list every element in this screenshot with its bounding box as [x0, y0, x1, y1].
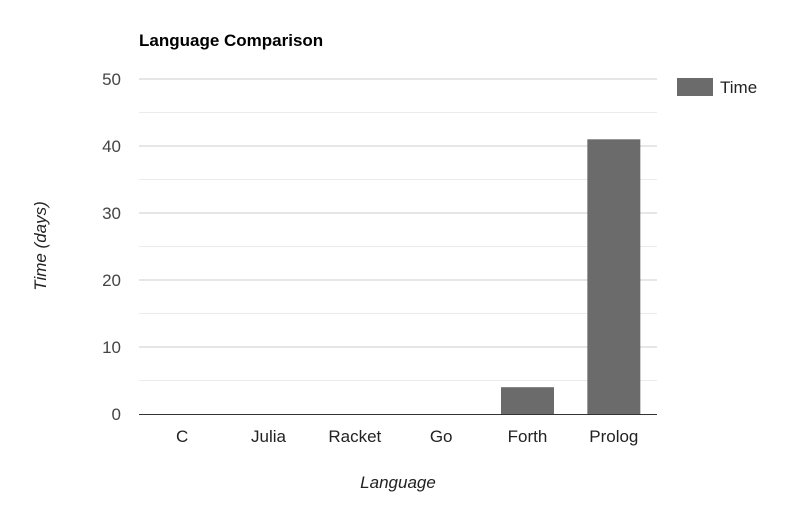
bar-forth[interactable]: [501, 387, 554, 414]
gridlines: [139, 78, 657, 381]
x-tick-label: Go: [430, 427, 453, 446]
x-tick-label: Racket: [328, 427, 381, 446]
x-axis-label: Language: [360, 473, 436, 492]
legend: Time: [677, 78, 757, 97]
y-tick-label: 50: [102, 70, 121, 89]
x-tick-label: Prolog: [589, 427, 638, 446]
y-tick-label: 0: [112, 405, 121, 424]
legend-swatch-time: [677, 78, 713, 96]
x-tick-labels: C Julia Racket Go Forth Prolog: [176, 427, 638, 446]
chart-title: Language Comparison: [139, 31, 323, 50]
legend-label-time: Time: [720, 78, 757, 97]
x-tick-label: C: [176, 427, 188, 446]
y-axis-label: Time (days): [31, 201, 50, 291]
y-tick-labels: 0 10 20 30 40 50: [102, 70, 121, 424]
x-tick-label: Julia: [251, 427, 287, 446]
y-tick-label: 20: [102, 271, 121, 290]
bar-prolog[interactable]: [587, 139, 641, 415]
x-tick-label: Forth: [508, 427, 548, 446]
bars: [501, 139, 641, 415]
y-tick-label: 40: [102, 137, 121, 156]
y-tick-label: 30: [102, 204, 121, 223]
y-tick-label: 10: [102, 338, 121, 357]
